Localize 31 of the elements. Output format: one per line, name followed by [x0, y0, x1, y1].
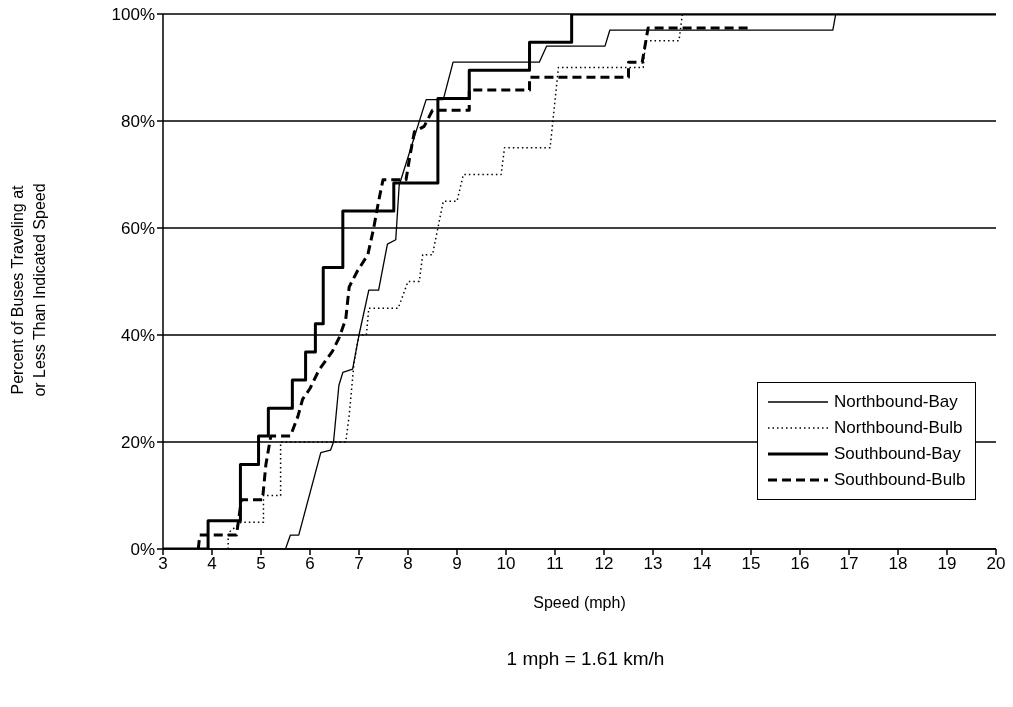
y-tick-label: 100%	[111, 5, 155, 25]
legend-label: Southbound-Bay	[834, 444, 961, 464]
x-tick-label: 4	[207, 554, 217, 574]
x-tick-label: 20	[986, 554, 1006, 574]
x-tick-label: 12	[594, 554, 614, 574]
x-tick-label: 11	[546, 554, 564, 574]
x-tick-label: 18	[888, 554, 908, 574]
text: 1 mph = 1.61 km/h	[505, 648, 666, 670]
x-tick-label: 6	[305, 554, 315, 574]
x-tick-label: 15	[741, 554, 761, 574]
x-tick-label: 3	[158, 554, 168, 574]
x-tick-label: 5	[256, 554, 266, 574]
legend-label: Southbound-Bulb	[834, 470, 966, 490]
y-axis-title: Percent of Buses Traveling at or Less Than Indicated Speed	[9, 183, 48, 397]
y-tick-label: 60%	[120, 219, 155, 239]
x-tick-label: 19	[937, 554, 957, 574]
x-tick-label: 9	[452, 554, 462, 574]
x-tick-label: 10	[496, 554, 516, 574]
x-tick-label: 13	[643, 554, 663, 574]
legend-label: Northbound-Bulb	[834, 418, 963, 438]
legend-label: Northbound-Bay	[834, 392, 958, 412]
x-tick-label: 7	[354, 554, 364, 574]
y-tick-label: 40%	[120, 326, 155, 346]
x-tick-label: 16	[790, 554, 810, 574]
y-tick-label: 80%	[120, 112, 155, 132]
y-tick-label: 20%	[120, 433, 155, 453]
y-tick-label: 0%	[130, 540, 155, 560]
x-tick-label: 14	[692, 554, 712, 574]
x-axis-title: Speed (mph)	[533, 594, 626, 612]
x-tick-label: 17	[839, 554, 859, 574]
x-tick-label: 8	[403, 554, 413, 574]
